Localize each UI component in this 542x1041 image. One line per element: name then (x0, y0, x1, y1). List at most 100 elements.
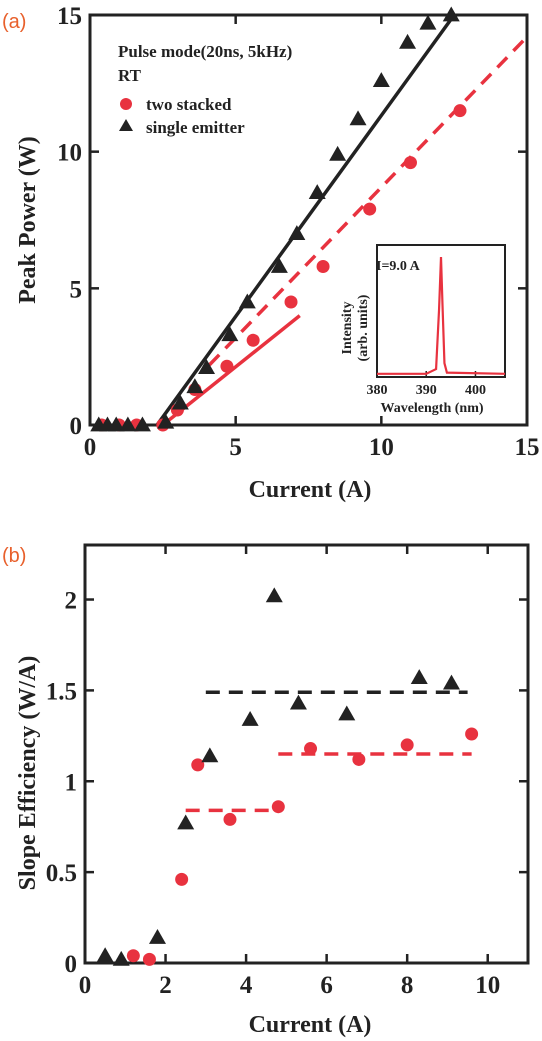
data-point-two-stacked (284, 295, 298, 309)
data-point-single-emitter (399, 33, 417, 49)
data-point-two-stacked (271, 800, 285, 814)
panel-a-legend: Pulse mode(20ns, 5kHz) RT two stacked si… (118, 42, 292, 137)
inset-plot-area: 380 390 400 (367, 244, 506, 398)
data-point-single-emitter (107, 416, 125, 432)
data-point-single-emitter (198, 359, 216, 374)
inset-annotation: I=9.0 A (376, 259, 421, 274)
plot-frame (88, 13, 529, 427)
data-point-single-emitter (177, 814, 195, 830)
x-axis-title-a: Current (A) (249, 477, 372, 503)
data-point-two-stacked (316, 259, 330, 273)
y-tick-label: 1 (65, 769, 78, 796)
x-tick-label: 2 (159, 972, 172, 999)
data-point-single-emitter (410, 669, 428, 685)
data-point-single-emitter (288, 225, 306, 241)
x-tick-label: 15 (515, 434, 540, 461)
inset-y-axis-title-line1: Intensity (340, 302, 355, 355)
x-tick-label: 8 (401, 972, 414, 999)
data-point-two-stacked (465, 727, 479, 741)
x-axis-title-b: Current (A) (249, 1012, 372, 1038)
y-tick-label: 0.5 (46, 860, 77, 887)
panel-b: (b) 0 2 4 6 8 10 0 0.5 1 1.5 2 Current (A) Slope E… (2, 543, 530, 1038)
data-point-single-emitter (308, 184, 326, 200)
y-axis-title-a: Peak Power (W) (15, 136, 41, 304)
inset-y-axis-title-line2: (arb. units) (356, 294, 371, 361)
legend-label-two-stacked: two stacked (146, 95, 232, 114)
inset-x-tick-label: 400 (465, 383, 486, 398)
data-point-two-stacked (142, 952, 156, 966)
inset-spectrum: 380 390 400 I=9.0 A Wavelength (nm) Intens… (340, 244, 506, 416)
series-single-emitter (96, 587, 460, 966)
x-tick-label: 0 (84, 434, 97, 461)
data-point-two-stacked (352, 752, 366, 766)
annotation-rt: RT (118, 66, 142, 85)
panel-a-plot-area: 0 5 10 15 0 5 10 15 (57, 3, 540, 461)
data-point-two-stacked (223, 812, 237, 826)
data-point-single-emitter (338, 705, 356, 721)
data-point-two-stacked (304, 742, 318, 756)
data-point-single-emitter (112, 950, 130, 966)
annotation-pulse-mode: Pulse mode(20ns, 5kHz) (118, 42, 292, 61)
data-point-single-emitter (442, 6, 460, 22)
data-point-single-emitter (148, 929, 166, 944)
data-point-single-emitter (419, 14, 437, 30)
y-tick-label: 15 (57, 3, 82, 30)
y-axis-title-b: Slope Efficiency (W/A) (15, 656, 41, 891)
legend-label-single-emitter: single emitter (146, 118, 245, 137)
data-point-single-emitter (265, 587, 283, 603)
data-point-single-emitter (329, 145, 347, 161)
data-point-single-emitter (201, 747, 219, 763)
data-point-single-emitter (157, 413, 175, 429)
inset-x-tick-label: 380 (367, 383, 388, 398)
inset-spectrum-line (377, 256, 506, 375)
plot-content (185, 690, 472, 813)
inset-x-axis-title: Wavelength (nm) (380, 401, 483, 416)
x-tick-label: 10 (369, 434, 394, 461)
data-point-two-stacked (403, 156, 417, 170)
panel-b-plot-area: 0 2 4 6 8 10 0 0.5 1 1.5 2 (46, 543, 530, 999)
data-point-single-emitter (119, 416, 137, 432)
y-tick-label: 10 (57, 140, 82, 167)
data-point-single-emitter (289, 694, 307, 710)
y-tick-label: 2 (65, 588, 78, 615)
fit-line-single-emitter (155, 15, 456, 425)
series-single-emitter (90, 6, 460, 432)
data-point-two-stacked (363, 202, 377, 216)
y-tick-label: 0 (65, 951, 78, 978)
data-point-single-emitter (96, 947, 114, 963)
y-tick-label: 0 (70, 413, 83, 440)
panel-label-b: (b) (2, 545, 26, 567)
x-tick-label: 10 (475, 972, 500, 999)
panel-a: (a) 0 5 10 15 0 5 10 15 Pulse mode(20ns, 5kHz) … (2, 3, 540, 503)
inset-x-tick-label: 390 (416, 383, 437, 398)
data-point-two-stacked (246, 333, 260, 347)
y-tick-label: 1.5 (46, 678, 77, 705)
data-point-single-emitter (349, 110, 367, 126)
fit-line-two-stacked (208, 35, 527, 367)
data-point-single-emitter (221, 326, 239, 342)
data-point-two-stacked (175, 872, 189, 886)
data-point-single-emitter (133, 416, 151, 432)
x-tick-label: 0 (79, 972, 92, 999)
data-point-single-emitter (442, 674, 460, 690)
series-two-stacked (126, 727, 479, 966)
data-point-single-emitter (372, 72, 390, 87)
panel-label-a: (a) (2, 11, 26, 33)
legend-marker-two-stacked (120, 98, 132, 110)
data-point-two-stacked (220, 359, 234, 373)
data-point-single-emitter (241, 710, 259, 726)
x-tick-label: 4 (240, 972, 253, 999)
x-tick-label: 5 (229, 434, 242, 461)
data-point-single-emitter (238, 293, 256, 309)
data-point-single-emitter (186, 378, 204, 394)
data-point-two-stacked (453, 104, 467, 118)
data-point-two-stacked (191, 758, 205, 772)
y-tick-label: 5 (70, 276, 83, 303)
inset-frame (376, 244, 506, 378)
data-point-two-stacked (400, 738, 414, 752)
data-point-single-emitter (171, 394, 189, 410)
x-tick-label: 6 (320, 972, 333, 999)
plot-frame (83, 543, 530, 965)
legend-marker-single-emitter (119, 119, 133, 131)
